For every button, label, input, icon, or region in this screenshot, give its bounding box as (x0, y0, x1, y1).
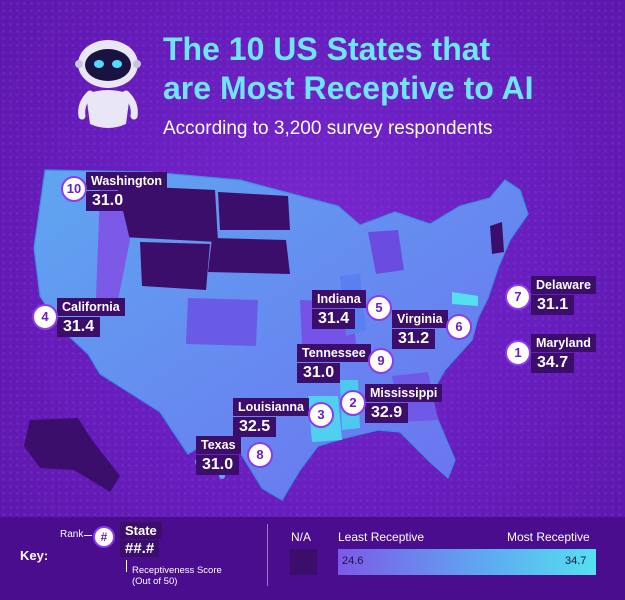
state-label-maryland: Maryland 34.7 (531, 334, 596, 373)
state-name: California (57, 298, 125, 316)
key-score-description: Receptiveness Score (Out of 50) (132, 565, 222, 587)
state-score: 31.0 (196, 455, 240, 475)
state-score: 31.4 (57, 317, 101, 337)
map-state-vermont (490, 222, 504, 254)
map-state-colorado (186, 298, 258, 346)
most-receptive-label: Most Receptive (507, 530, 590, 544)
rank-badge: 9 (368, 348, 394, 374)
key-score-placeholder: ##.# (120, 540, 160, 557)
map-state-wyoming (140, 242, 210, 290)
state-score: 31.1 (531, 295, 575, 315)
state-score: 32.9 (365, 403, 409, 423)
state-name: Delaware (531, 276, 596, 294)
na-swatch (290, 549, 317, 575)
state-name: Texas (196, 436, 241, 454)
na-label: N/A (291, 530, 312, 544)
state-score: 34.7 (531, 353, 575, 373)
map-state-michigan (368, 230, 404, 274)
rank-badge: 3 (308, 402, 334, 428)
color-scale-gradient (338, 549, 596, 575)
map-state-alaska (24, 418, 120, 492)
us-map (24, 169, 529, 501)
rank-badge: 1 (505, 340, 531, 366)
state-name: Tennessee (297, 344, 371, 362)
key-rank-badge: # (93, 526, 115, 548)
state-label-indiana: Indiana 31.4 (312, 290, 366, 329)
state-label-washington: Washington 31.0 (86, 172, 168, 211)
robot-mascot-icon (75, 40, 141, 128)
state-name: Louisianna (233, 398, 309, 416)
title-line-2: are Most Receptive to AI (163, 70, 534, 106)
state-label-delaware: Delaware 31.1 (531, 276, 596, 315)
map-state-idaho (96, 190, 130, 300)
key-label: Key: (20, 548, 49, 563)
title-line-1: The 10 US States that (163, 31, 491, 67)
rank-badge: 7 (505, 284, 531, 310)
key-rank-connector (84, 535, 92, 536)
rank-badge: 6 (446, 314, 472, 340)
state-name: Indiana (312, 290, 366, 308)
page-title: The 10 US States that are Most Receptive… (163, 30, 533, 108)
legend-divider (267, 524, 268, 586)
map-state-maryland (452, 292, 478, 306)
state-label-california: California 31.4 (57, 298, 125, 337)
map-state-montana (104, 185, 218, 242)
page-subtitle: According to 3,200 survey respondents (163, 118, 493, 139)
key-score-connector (126, 560, 127, 572)
state-name: Mississippi (365, 384, 443, 402)
key-score-desc-line1: Receptiveness Score (132, 565, 222, 576)
scale-min-value: 24.6 (342, 555, 364, 567)
state-score: 31.4 (312, 309, 356, 329)
state-label-tennessee: Tennessee 31.0 (297, 344, 371, 383)
key-rank-label: Rank (60, 529, 84, 540)
least-receptive-label: Least Receptive (338, 530, 425, 544)
state-label-texas: Texas 31.0 (196, 436, 241, 475)
state-score: 31.2 (392, 329, 436, 349)
rank-badge: 4 (32, 304, 58, 330)
rank-badge: 10 (61, 176, 87, 202)
map-state-north-dakota (218, 192, 290, 230)
scale-max-value: 34.7 (565, 555, 587, 567)
state-name: Maryland (531, 334, 596, 352)
state-score: 32.5 (233, 417, 277, 437)
rank-badge: 8 (247, 442, 273, 468)
state-label-louisiana: Louisianna 32.5 (233, 398, 309, 437)
state-score: 31.0 (86, 191, 130, 211)
state-label-mississippi: Mississippi 32.9 (365, 384, 443, 423)
state-label-virginia: Virginia 31.2 (392, 310, 448, 349)
key-state-label: State (120, 522, 162, 539)
rank-badge: 2 (340, 390, 366, 416)
map-state-south-dakota (208, 238, 290, 274)
state-name: Washington (86, 172, 168, 190)
rank-badge: 5 (366, 295, 392, 321)
key-score-desc-line2: (Out of 50) (132, 576, 178, 587)
state-name: Virginia (392, 310, 448, 328)
state-score: 31.0 (297, 363, 341, 383)
